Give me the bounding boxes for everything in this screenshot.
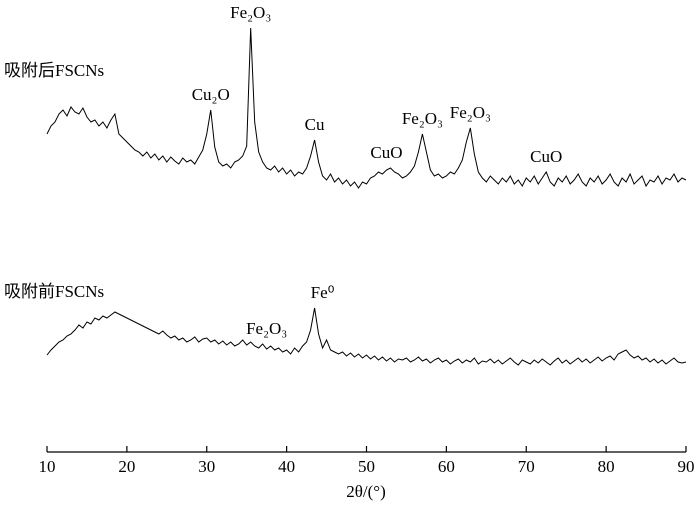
x-tick-label: 20 [118,457,135,476]
x-tick-label: 70 [518,457,535,476]
x-tick-label: 90 [678,457,695,476]
xrd-line [46,27,687,189]
peak-label: Fe₂O₃ [402,109,443,128]
x-tick-label: 60 [438,457,455,476]
peak-label: Cu₂O [192,85,230,104]
peak-label: Cu [305,115,325,134]
x-tick-label: 30 [198,457,215,476]
peak-label: Fe₂O₃ [230,3,271,22]
x-tick-label: 50 [358,457,375,476]
series-label: 吸附前FSCNs [4,282,104,301]
peak-label: Fe⁰ [311,283,335,302]
x-tick-label: 10 [39,457,56,476]
xrd-line [46,307,687,366]
series-label: 吸附后FSCNs [4,61,104,80]
x-tick-label: 80 [598,457,615,476]
peak-label: CuO [370,143,402,162]
peak-label: CuO [530,147,562,166]
peak-label: Fe₂O₃ [246,319,287,338]
peak-label: Fe₂O₃ [450,103,491,122]
x-axis-label: 2θ/(°) [346,482,386,501]
x-tick-label: 40 [278,457,295,476]
